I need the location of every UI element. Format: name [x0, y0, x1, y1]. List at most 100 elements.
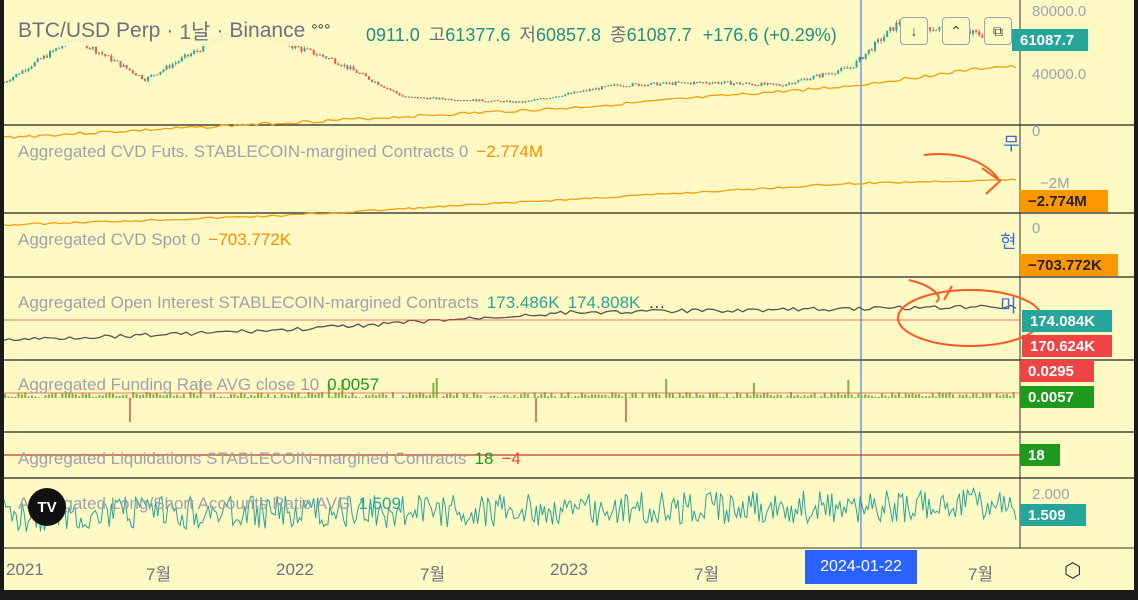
funding-bar — [74, 394, 77, 398]
funding-bar — [435, 378, 438, 398]
price-candle — [392, 90, 395, 92]
price-candle — [662, 82, 665, 84]
funding-bar — [44, 395, 47, 398]
pane-label-cvd-futs[interactable]: Aggregated CVD Futs. STABLECOIN-margined… — [18, 142, 544, 161]
price-candle — [441, 97, 444, 100]
funding-bar — [408, 392, 411, 398]
price-candle — [769, 83, 772, 85]
price-candle — [886, 30, 889, 37]
funding-bar — [945, 393, 948, 398]
price-candle — [300, 47, 303, 52]
price-candle — [653, 82, 656, 84]
symbol-legend[interactable]: BTC/USD Perp · 1날 · Binance °°° — [12, 16, 343, 46]
price-candle — [472, 99, 475, 101]
price-candle — [751, 83, 754, 85]
price-candle — [389, 88, 392, 91]
funding-bar — [806, 396, 809, 398]
funding-bar — [597, 394, 600, 398]
move-down-icon[interactable]: ↓ — [900, 17, 928, 45]
price-candle — [18, 73, 21, 75]
price-candle — [610, 85, 613, 87]
funding-bar — [904, 393, 907, 398]
funding-bar — [489, 395, 492, 398]
annotation-char-3: 미 — [1000, 296, 1017, 316]
price-candle — [487, 101, 490, 103]
interval[interactable]: 1날 — [179, 21, 211, 44]
ratio-axis-tick: 2.000 — [1032, 486, 1070, 503]
funding-bar — [678, 393, 681, 398]
price-candle — [199, 50, 202, 52]
price-candle — [39, 58, 42, 60]
price-candle — [791, 83, 794, 85]
price-candle — [291, 45, 294, 49]
funding-bar — [813, 392, 816, 398]
price-candle — [643, 84, 646, 87]
funding-bar — [1005, 393, 1008, 398]
price-candle — [177, 61, 180, 63]
price-candle — [800, 79, 803, 81]
crosshair-date-label: 2024-01-22 — [805, 550, 917, 584]
funding-bar — [655, 392, 658, 398]
price-candle — [772, 83, 775, 85]
price-candle — [668, 82, 671, 84]
price-candle — [193, 50, 196, 54]
price-candle — [36, 58, 39, 63]
cvd-futs-line — [3, 64, 1017, 139]
funding-bar — [628, 397, 631, 398]
funding-bar — [260, 393, 263, 398]
price-candle — [110, 55, 113, 62]
symbol-name[interactable]: BTC/USD Perp — [18, 19, 161, 42]
funding-bar — [719, 396, 722, 398]
price-candle — [824, 73, 827, 75]
price-candle — [981, 35, 984, 38]
price-candle — [398, 93, 401, 96]
funding-bar — [37, 397, 40, 398]
price-candle — [723, 81, 726, 83]
price-candle — [459, 100, 462, 102]
price-candle — [331, 58, 334, 60]
funding-bar — [263, 396, 266, 398]
funding-bar — [466, 394, 469, 398]
funding-bar — [304, 396, 307, 398]
low-value: 60857.8 — [535, 25, 602, 45]
price-candle — [604, 86, 607, 88]
funding-bar — [314, 394, 317, 398]
funding-bar — [941, 392, 944, 398]
price-candle — [551, 97, 554, 99]
pane-label-open-interest[interactable]: Aggregated Open Interest STABLECOIN-marg… — [18, 293, 666, 312]
more-icon[interactable]: °°° — [311, 22, 331, 39]
price-candle — [524, 101, 527, 103]
collapse-icon[interactable]: ⌃ — [942, 17, 970, 45]
price-candle — [797, 80, 800, 83]
funding-bar — [648, 393, 651, 398]
funding-bar — [24, 392, 27, 398]
price-candle — [972, 30, 975, 34]
price-candle — [340, 65, 343, 67]
funding-bar — [159, 394, 162, 398]
price-candle — [585, 90, 588, 92]
price-candle — [818, 74, 821, 78]
pane-label-long-short[interactable]: Aggregated Long/Short Accounts Ratio AVG… — [18, 494, 401, 513]
price-candle — [705, 82, 708, 84]
funding-bar — [746, 393, 749, 398]
funding-bar — [756, 394, 759, 398]
price-candle — [450, 98, 453, 101]
funding-bar — [776, 394, 779, 398]
pane-label-liquidations[interactable]: Aggregated Liquidations STABLECOIN-margi… — [18, 449, 521, 468]
chart-canvas[interactable] — [3, 0, 1134, 590]
funding-bar — [823, 393, 826, 398]
settings-icon[interactable]: ⬡ — [1064, 560, 1082, 582]
ratio-tag: 1.509 — [1020, 504, 1086, 526]
price-candle — [539, 98, 542, 100]
price-candle — [739, 82, 741, 85]
maximize-icon[interactable]: ⧉ — [984, 17, 1012, 45]
funding-bar — [840, 394, 843, 398]
funding-bar — [773, 395, 776, 398]
price-candle — [502, 101, 505, 103]
pane-label-funding[interactable]: Aggregated Funding Rate AVG close 10 0.00… — [18, 375, 380, 394]
price-candle — [190, 53, 193, 57]
price-candle — [447, 98, 450, 100]
funding-bar — [445, 394, 448, 398]
pane-label-cvd-spot[interactable]: Aggregated CVD Spot 0 −703.772K — [18, 230, 292, 249]
